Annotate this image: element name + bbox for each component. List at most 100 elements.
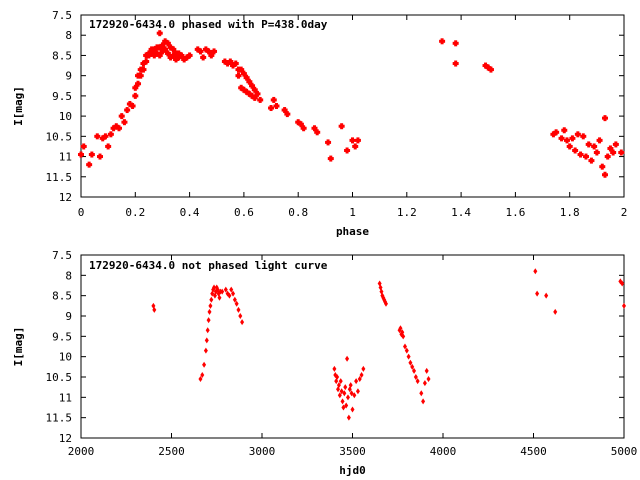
data-point-arm — [296, 119, 300, 126]
data-point-arm — [329, 155, 333, 162]
data-point-arm — [356, 137, 360, 144]
data-point-arm — [253, 86, 257, 93]
data-point-arm — [614, 141, 618, 148]
data-point — [338, 378, 343, 385]
unphased-x-tick-label: 2000 — [68, 445, 95, 458]
data-point-arm — [169, 44, 173, 51]
data-point-arm — [562, 127, 566, 134]
data-point-arm — [128, 100, 132, 107]
data-point-arm — [486, 64, 490, 71]
data-point — [209, 296, 214, 303]
data-point-arm — [554, 129, 558, 136]
data-point-arm — [326, 139, 330, 146]
data-point-arm — [198, 48, 202, 55]
data-point-arm — [163, 46, 167, 53]
data-point-arm — [302, 125, 306, 132]
data-point-arm — [174, 56, 178, 63]
data-point-arm — [592, 143, 596, 150]
data-point — [343, 384, 348, 391]
unphased-x-tick-label: 4500 — [520, 445, 547, 458]
data-point-arm — [576, 131, 580, 138]
data-point-arm — [234, 60, 238, 67]
data-point — [231, 290, 236, 297]
data-point-arm — [606, 153, 610, 160]
unphased-y-tick-label: 10.5 — [46, 371, 73, 384]
data-point-arm — [250, 92, 254, 99]
data-point-arm — [258, 96, 262, 103]
unphased-y-tick-label: 11.5 — [46, 412, 73, 425]
phased-chart-title: 172920-6434.0 phased with P=438.0day — [89, 18, 328, 31]
phased-x-tick-label: 1.2 — [397, 206, 417, 219]
data-point — [402, 343, 407, 350]
data-point-arm — [141, 66, 145, 73]
data-point-arm — [177, 50, 181, 57]
unphased-y-tick-label: 12 — [59, 432, 72, 445]
data-point-arm — [245, 74, 249, 81]
data-point — [204, 337, 209, 344]
data-point-arm — [353, 143, 357, 150]
data-point-arm — [196, 46, 200, 53]
data-point-arm — [551, 131, 555, 138]
data-point-arm — [340, 123, 344, 130]
data-point-arm — [112, 125, 116, 132]
data-point — [337, 392, 342, 399]
data-point-arm — [239, 66, 243, 73]
data-point-arm — [171, 46, 175, 53]
data-point-arm — [182, 56, 186, 63]
phased-y-tick-label: 9.5 — [52, 90, 72, 103]
data-point — [346, 414, 351, 421]
data-point-arm — [101, 135, 105, 142]
data-point — [535, 290, 540, 297]
phased-y-tick-label: 8 — [65, 29, 72, 42]
data-point — [229, 286, 234, 293]
data-point-arm — [608, 145, 612, 152]
phased-y-tick-label: 7.5 — [52, 9, 72, 22]
data-point-arm — [209, 52, 213, 59]
data-point-arm — [242, 70, 246, 77]
data-point-arm — [95, 133, 99, 140]
data-point-arm — [247, 90, 251, 97]
data-point-arm — [299, 121, 303, 128]
data-point-arm — [568, 143, 572, 150]
data-point-arm — [98, 153, 102, 160]
unphased-light-curve-panel: 2000 2500 3000 3500 4000 4500 5000 7.5 8 8.5 9 9.5 1… — [12, 249, 637, 477]
data-point-arm — [158, 30, 162, 37]
data-point-arm — [131, 103, 135, 109]
data-point-arm — [166, 50, 170, 57]
unphased-y-tick-label: 7.5 — [52, 249, 72, 262]
data-point-arm — [160, 48, 164, 55]
phased-x-tick-label: 1.8 — [560, 206, 580, 219]
unphased-x-tick-label: 3500 — [339, 445, 366, 458]
data-point-arm — [250, 82, 254, 89]
data-point — [344, 402, 349, 409]
data-point-arm — [152, 46, 156, 53]
data-point — [413, 374, 418, 380]
data-point-arm — [239, 84, 243, 91]
data-point-arm — [489, 66, 493, 73]
data-point-arm — [581, 133, 585, 140]
data-point — [426, 376, 431, 383]
data-point-arm — [603, 115, 607, 122]
data-point — [361, 365, 366, 372]
data-point — [620, 280, 625, 287]
data-point-arm — [179, 52, 183, 59]
data-point — [410, 363, 415, 370]
data-point-arm — [226, 60, 230, 67]
data-point — [421, 398, 426, 405]
phased-x-tick-label: 1.4 — [451, 206, 471, 219]
data-point-arm — [595, 149, 599, 156]
data-point — [238, 313, 243, 319]
data-point-arm — [125, 107, 129, 114]
data-point-arm — [560, 135, 564, 142]
phased-y-tick-label: 10.5 — [46, 130, 73, 143]
data-point-arm — [87, 161, 91, 168]
data-point — [352, 392, 357, 399]
data-point-arm — [312, 125, 316, 132]
phased-y-tick-label: 12 — [59, 191, 72, 204]
data-point-arm — [440, 38, 444, 45]
data-point — [198, 376, 203, 383]
data-point-arm — [245, 88, 249, 95]
data-point — [207, 308, 212, 315]
phased-x-axis-label: phase — [336, 225, 369, 238]
data-point-arm — [117, 125, 121, 132]
